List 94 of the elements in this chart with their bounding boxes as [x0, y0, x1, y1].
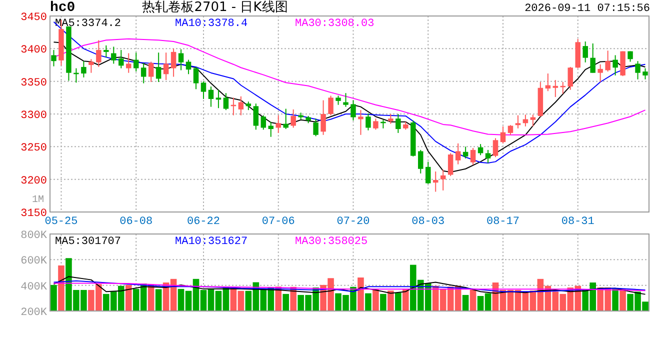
text: 1M [32, 195, 44, 206]
candlestick [552, 80, 558, 98]
candlestick [276, 114, 281, 134]
candlestick [328, 95, 334, 116]
candlestick [605, 50, 610, 72]
candlestick [290, 108, 296, 128]
annotation: hc0 [50, 0, 76, 16]
candlestick [96, 40, 102, 68]
x-tick-label: 06-22 [186, 216, 220, 228]
candlestick [582, 40, 588, 63]
candlestick [178, 48, 184, 71]
candlestick [140, 62, 146, 84]
candlestick [485, 149, 491, 164]
candlestick [366, 112, 371, 131]
candlestick [358, 110, 364, 136]
x-tick-label: 05-25 [44, 216, 78, 228]
candlestick [598, 64, 603, 82]
x-tick-label: 08-31 [561, 216, 595, 228]
candlestick [216, 89, 222, 109]
candlestick [635, 60, 640, 80]
text: MA5:301707 [55, 236, 122, 248]
candlestick [462, 146, 468, 159]
candlestick [642, 68, 648, 80]
candlestick [126, 52, 132, 74]
y-tick-label: 3400 [20, 44, 47, 57]
candlestick [81, 60, 86, 78]
candlestick [253, 103, 259, 130]
line-series [53, 276, 646, 295]
candlestick [118, 49, 124, 69]
candlestick [193, 66, 199, 90]
candlestick [51, 49, 56, 67]
candlestick [522, 114, 528, 127]
candlestick [568, 66, 573, 90]
line-series [53, 282, 646, 292]
candlestick [508, 124, 514, 136]
candlestick [418, 149, 424, 174]
candlestick [104, 44, 109, 58]
candlestick [350, 100, 356, 122]
candlestick [186, 59, 192, 75]
candlestick [590, 42, 596, 74]
candlestick [133, 52, 139, 72]
candlestick [612, 54, 618, 76]
candlestick [530, 114, 536, 127]
y-tick-label: 3300 [20, 110, 47, 122]
y-tick-label: 400K [20, 281, 48, 294]
text: MA30:3308.03 [295, 18, 374, 30]
candlestick [313, 118, 318, 137]
y-tick-label: 3450 [20, 12, 47, 24]
x-tick-label: 08-03 [412, 216, 445, 228]
candlestick [388, 114, 394, 124]
x-tick-label: 07-06 [262, 216, 295, 228]
candlestick [500, 126, 506, 144]
x-tick-label: 07-20 [336, 216, 370, 228]
candlestick [200, 80, 206, 100]
text: MA10:3378.4 [175, 18, 248, 30]
candlestick [238, 96, 244, 116]
y-tick-label: 600K [20, 256, 48, 268]
candlestick [88, 58, 94, 74]
candlestick [432, 170, 438, 192]
candlestick [111, 46, 116, 64]
candlestick [448, 152, 454, 177]
x-tick-label: 08-17 [486, 216, 520, 228]
candlestick [343, 92, 348, 108]
candlestick [170, 48, 176, 78]
candlestick [208, 86, 214, 108]
candlestick [320, 100, 326, 136]
candlestick [515, 114, 521, 129]
line-series [53, 42, 646, 173]
candlestick [492, 138, 498, 158]
candlestick [156, 52, 162, 82]
candlestick [260, 114, 266, 130]
candlestick [373, 118, 378, 130]
y-tick-label: 800K [20, 230, 48, 242]
y-tick-label: 3200 [20, 175, 47, 188]
chart-title: 热轧卷板2701 - 日K线图 [142, 0, 288, 15]
candlestick [440, 169, 446, 191]
candlestick [336, 95, 341, 106]
candlestick [396, 114, 401, 134]
line-series [53, 280, 646, 292]
y-tick-label: 3250 [20, 142, 47, 155]
candlestick [426, 161, 431, 184]
candlestick [470, 147, 476, 166]
y-tick-label: 3150 [20, 208, 47, 220]
candlestick [223, 92, 229, 111]
text: MA30:358025 [295, 236, 368, 248]
candlestick [455, 142, 461, 165]
text: 2026-09-11 07:15:56 [524, 3, 650, 15]
candlestick [148, 61, 154, 82]
text: MA10:351627 [175, 236, 248, 248]
y-tick-label: 3350 [20, 77, 47, 90]
candlestick [163, 52, 169, 81]
candlestick [283, 108, 288, 130]
x-tick-label: 06-08 [120, 216, 153, 228]
y-tick-label: 200K [20, 307, 48, 319]
